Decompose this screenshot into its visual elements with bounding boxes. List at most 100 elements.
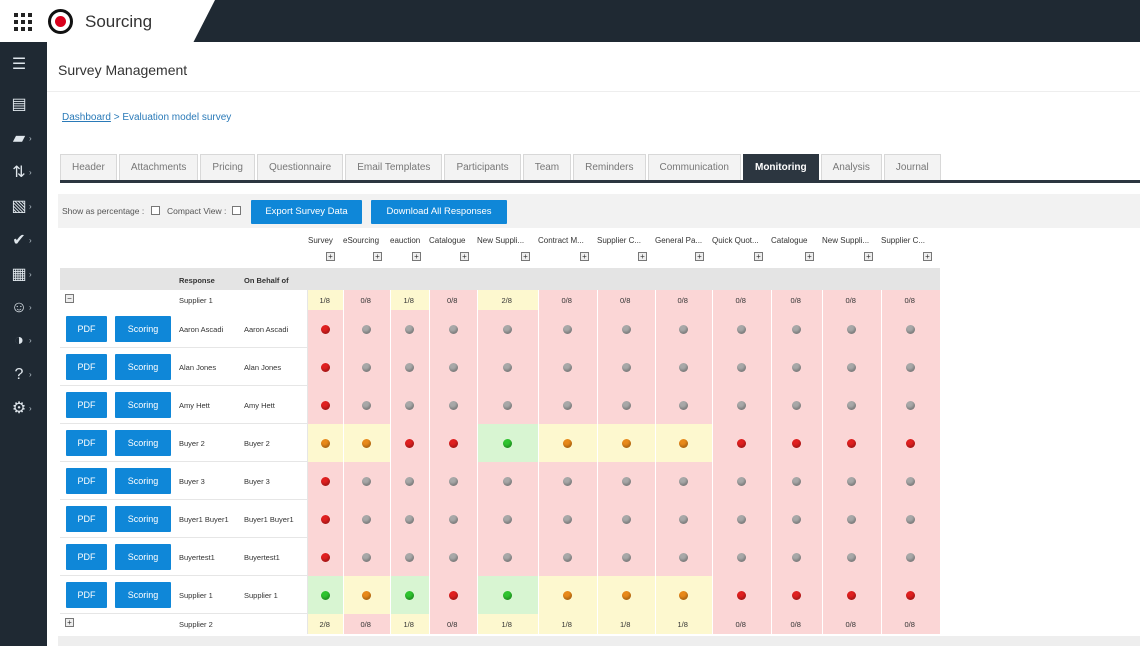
row-divider	[60, 423, 308, 424]
pdf-button[interactable]: PDF	[66, 544, 107, 570]
summary-cell	[655, 290, 712, 310]
scoring-button[interactable]: Scoring	[115, 506, 171, 532]
column-expand-icon[interactable]: +	[373, 252, 382, 261]
sidebar-item-menu[interactable]: ☰	[10, 54, 38, 76]
sidebar-item-chart[interactable]: ◑ ›	[10, 330, 38, 352]
scoring-button[interactable]: Scoring	[115, 430, 171, 456]
sidebar-item-user[interactable]: ☺ ›	[10, 297, 38, 319]
tab-reminders[interactable]: Reminders	[573, 154, 646, 180]
status-dot-icon	[679, 324, 688, 334]
tab-monitoring[interactable]: Monitoring	[742, 154, 819, 180]
compact-view-checkbox[interactable]	[232, 206, 241, 215]
show-percentage-checkbox[interactable]	[151, 206, 160, 215]
tab-journal[interactable]: Journal	[883, 154, 941, 180]
tab-email-templates[interactable]: Email Templates	[345, 154, 443, 180]
collapse-icon[interactable]: −	[65, 294, 74, 303]
status-dot-icon	[679, 362, 688, 372]
column-expand-icon[interactable]: +	[754, 252, 763, 261]
scoring-button[interactable]: Scoring	[115, 354, 171, 380]
sidebar-item-transfer[interactable]: ⇅ ›	[10, 162, 38, 184]
row-divider	[60, 613, 308, 614]
summary-value: 1/8	[403, 620, 414, 629]
summary-cell	[822, 290, 881, 310]
sidebar-item-help[interactable]: ? ›	[10, 364, 38, 386]
pdf-button[interactable]: PDF	[66, 392, 107, 418]
status-dot-icon	[321, 514, 330, 524]
scoring-button[interactable]: Scoring	[115, 582, 171, 608]
transfer-icon: ⇅	[12, 164, 26, 181]
summary-value: 0/8	[845, 620, 856, 629]
summary-value: 0/8	[904, 296, 915, 305]
column-expand-icon[interactable]: +	[460, 252, 469, 261]
tab-participants[interactable]: Participants	[444, 154, 521, 180]
pdf-button[interactable]: PDF	[66, 354, 107, 380]
column-expand-icon[interactable]: +	[580, 252, 589, 261]
summary-value: 1/8	[501, 620, 512, 629]
sidebar-item-document[interactable]: ▧ ›	[10, 196, 38, 218]
apps-grid-icon[interactable]	[14, 13, 32, 31]
column-expand-icon[interactable]: +	[638, 252, 647, 261]
column-expand-icon[interactable]: +	[521, 252, 530, 261]
column-expand-icon[interactable]: +	[923, 252, 932, 261]
pdf-button[interactable]: PDF	[66, 316, 107, 342]
horizontal-scrollbar[interactable]	[58, 636, 1140, 646]
scoring-button[interactable]: Scoring	[115, 468, 171, 494]
sidebar-item-list[interactable]: ▤	[10, 94, 38, 116]
tab-questionnaire[interactable]: Questionnaire	[256, 154, 344, 180]
pdf-button[interactable]: PDF	[66, 506, 107, 532]
scoring-button[interactable]: Scoring	[115, 544, 171, 570]
status-dot-icon	[906, 514, 915, 524]
expand-icon[interactable]: +	[65, 618, 74, 627]
tab-attachments[interactable]: Attachments	[118, 154, 199, 180]
column-header: eauction	[390, 236, 421, 245]
status-dot-icon	[906, 362, 915, 372]
sidebar-item-folder[interactable]: ▰ ›	[10, 128, 38, 150]
sidebar-item-check[interactable]: ✔ ›	[10, 230, 38, 252]
pdf-button[interactable]: PDF	[66, 430, 107, 456]
response-name: Amy Hett	[179, 401, 210, 410]
tab-analysis[interactable]: Analysis	[820, 154, 882, 180]
compact-view-label: Compact View :	[167, 206, 227, 216]
status-dot-icon	[847, 324, 856, 334]
behalf-name: Buyer 2	[244, 439, 270, 448]
status-dot-icon	[679, 514, 688, 524]
column-header: Contract M...	[538, 236, 584, 245]
sidebar: ☰ ▤ ▰ › ⇅ › ▧ › ✔ › ▦ › ☺ › ◑ ›? › ⚙ ›	[0, 42, 47, 646]
status-dot-icon	[563, 552, 572, 562]
status-dot-icon	[362, 552, 371, 562]
summary-value: 0/8	[790, 296, 801, 305]
status-dot-icon	[503, 552, 512, 562]
status-dot-icon	[563, 324, 572, 334]
column-expand-icon[interactable]: +	[864, 252, 873, 261]
status-dot-icon	[621, 362, 631, 372]
status-dot-icon	[503, 476, 512, 486]
tab-pricing[interactable]: Pricing	[200, 154, 255, 180]
tab-communication[interactable]: Communication	[647, 154, 741, 180]
sidebar-item-catalog[interactable]: ▦ ›	[10, 264, 38, 286]
column-expand-icon[interactable]: +	[412, 252, 421, 261]
scoring-button[interactable]: Scoring	[115, 392, 171, 418]
chevron-right-icon: ›	[29, 404, 32, 413]
scoring-button[interactable]: Scoring	[115, 316, 171, 342]
status-dot-icon	[563, 514, 572, 524]
column-expand-icon[interactable]: +	[695, 252, 704, 261]
status-dot-icon	[679, 590, 688, 600]
tab-team[interactable]: Team	[522, 154, 572, 180]
breadcrumb-dashboard-link[interactable]: Dashboard	[62, 112, 111, 123]
summary-cell	[429, 290, 477, 310]
column-header: eSourcing	[343, 236, 380, 245]
column-expand-icon[interactable]: +	[805, 252, 814, 261]
chevron-right-icon: ›	[29, 134, 32, 143]
row-divider	[60, 461, 308, 462]
response-name: Aaron Ascadi	[179, 325, 224, 334]
sidebar-item-gear[interactable]: ⚙ ›	[10, 398, 38, 420]
column-divider	[771, 290, 772, 634]
pdf-button[interactable]: PDF	[66, 582, 107, 608]
status-dot-icon	[321, 476, 330, 486]
behalf-name: Amy Hett	[244, 401, 275, 410]
download-all-responses-button[interactable]: Download All Responses	[371, 200, 507, 224]
export-survey-data-button[interactable]: Export Survey Data	[251, 200, 362, 224]
tab-header[interactable]: Header	[60, 154, 117, 180]
column-expand-icon[interactable]: +	[326, 252, 335, 261]
pdf-button[interactable]: PDF	[66, 468, 107, 494]
